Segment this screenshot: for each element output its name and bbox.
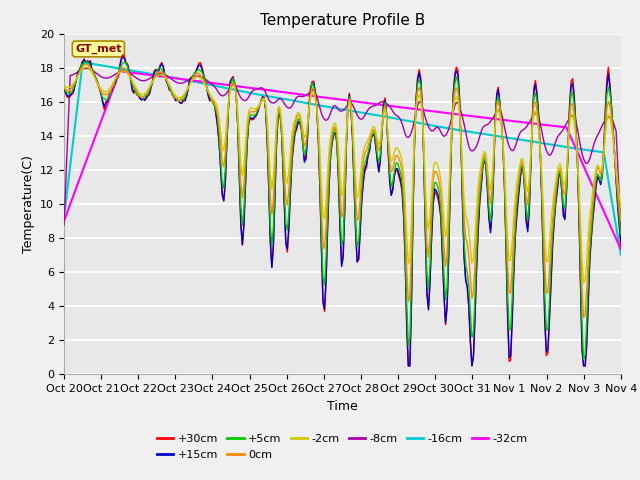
X-axis label: Time: Time — [327, 400, 358, 413]
Y-axis label: Temperature(C): Temperature(C) — [22, 155, 35, 253]
Legend: +30cm, +15cm, +5cm, 0cm, -2cm, -8cm, -16cm, -32cm: +30cm, +15cm, +5cm, 0cm, -2cm, -8cm, -16… — [152, 430, 532, 464]
Title: Temperature Profile B: Temperature Profile B — [260, 13, 425, 28]
Text: GT_met: GT_met — [75, 44, 122, 54]
